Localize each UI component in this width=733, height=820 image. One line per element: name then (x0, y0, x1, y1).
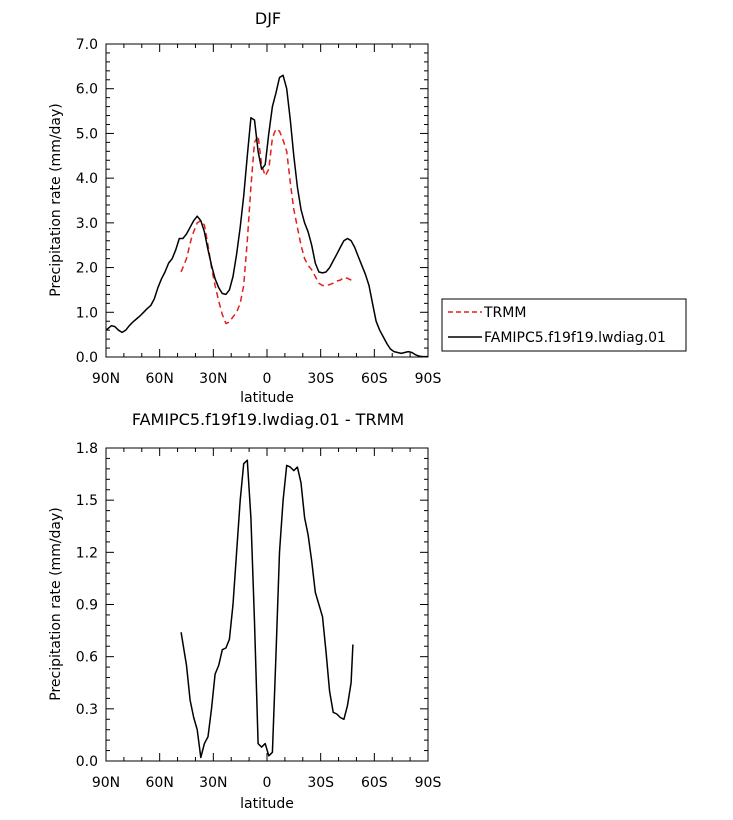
y-tick-label: 6.0 (76, 82, 98, 98)
top-y-axis-label: Precipitation rate (mm/day) (48, 103, 64, 297)
y-tick-label: 4.0 (76, 171, 98, 187)
x-tick-label: 60S (361, 775, 388, 791)
top-y-axis: 0.0 1.0 2.0 3.0 4.0 5.0 6.0 7.0 (76, 37, 428, 366)
x-tick-label: 0 (263, 371, 272, 387)
top-series-line-0 (180, 128, 354, 325)
top-series-group (105, 74, 428, 358)
y-tick-label: 0.0 (76, 350, 98, 366)
x-tick-label: 30S (307, 775, 334, 791)
x-tick-label: 30N (199, 775, 227, 791)
y-tick-label: 0.9 (76, 598, 98, 614)
y-tick-label: 7.0 (76, 37, 98, 53)
bottom-chart-title: FAMIPC5.f19f19.lwdiag.01 - TRMM (132, 410, 404, 429)
y-tick-label: 1.0 (76, 305, 98, 321)
bottom-x-axis: 90N 60N 30N 0 30S 60S 90S (92, 448, 442, 791)
top-plot-frame (105, 43, 429, 358)
bottom-series-group (180, 459, 354, 759)
y-tick-label: 0.6 (76, 650, 98, 666)
bottom-x-axis-label: latitude (240, 796, 294, 812)
top-x-axis-label: latitude (240, 390, 294, 406)
top-x-axis: 90N 60N 30N 0 30S 60S 90S (92, 44, 442, 387)
legend-label-trmm: TRMM (483, 305, 526, 321)
bottom-panel: FAMIPC5.f19f19.lwdiag.01 - TRMM 0.00.30.… (48, 410, 441, 812)
x-tick-label: 90S (415, 371, 442, 387)
x-tick-label: 90S (415, 775, 442, 791)
top-chart-title: DJF (255, 9, 281, 28)
x-tick-label: 30S (307, 371, 334, 387)
y-tick-label: 1.5 (76, 493, 98, 509)
legend: TRMM FAMIPC5.f19f19.lwdiag.01 (441, 298, 687, 352)
y-tick-label: 5.0 (76, 126, 98, 142)
bottom-series-line-0 (180, 459, 354, 759)
top-series-line-1 (105, 74, 428, 358)
y-tick-label: 2.0 (76, 261, 98, 277)
y-tick-label: 0.0 (76, 754, 98, 770)
x-tick-label: 30N (199, 371, 227, 387)
y-tick-label: 3.0 (76, 216, 98, 232)
y-tick-label: 1.8 (76, 441, 98, 457)
legend-label-famipc5: FAMIPC5.f19f19.lwdiag.01 (484, 330, 666, 346)
bottom-y-axis-label: Precipitation rate (mm/day) (48, 507, 64, 701)
y-tick-label: 1.2 (76, 545, 98, 561)
bottom-plot-frame (105, 447, 429, 762)
y-tick-label: 0.3 (76, 702, 98, 718)
x-tick-label: 60S (361, 371, 388, 387)
x-tick-label: 0 (263, 775, 272, 791)
x-tick-label: 90N (92, 775, 120, 791)
legend-box (441, 298, 687, 352)
x-tick-label: 90N (92, 371, 120, 387)
x-tick-label: 60N (146, 775, 174, 791)
bottom-y-axis: 0.0 0.3 0.6 0.9 1.2 1.5 1.8 (76, 441, 428, 770)
top-panel: DJF 0.0 1.0 2.0 3.0 4.0 5.0 6.0 7.0 90N 60N 30N 0 3… (48, 9, 687, 406)
x-tick-label: 60N (146, 371, 174, 387)
